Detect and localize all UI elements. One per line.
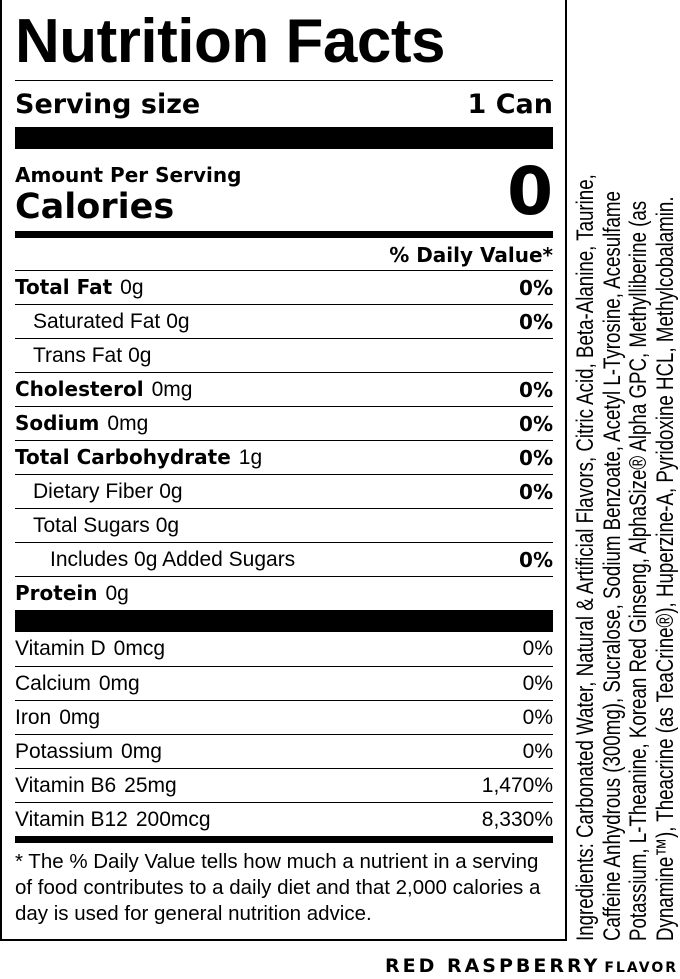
ingredients-line: Ingredients: Carbonated Water, Natural &… xyxy=(572,174,599,941)
ingredients-line: Caffeine Anhydrous (300mg), Sucralose, S… xyxy=(598,191,626,941)
vitamin-amount: 0mg xyxy=(121,739,162,763)
calories-row: Amount Per Serving Calories 0 xyxy=(15,149,553,231)
vitamin-row: Vitamin B6 25mg 1,470% xyxy=(15,768,553,802)
vitamin-amount: 25mg xyxy=(124,773,177,797)
ingredients-panel: Ingredients: Carbonated Water, Natural &… xyxy=(571,38,680,941)
vitamin-row: Vitamin D 0mcg 0% xyxy=(15,632,553,666)
vitamin-name: Iron xyxy=(15,705,52,729)
vitamin-row: Calcium 0mg 0% xyxy=(15,666,553,700)
nutrient-name: Includes 0g Added Sugars xyxy=(50,547,296,571)
vitamin-row: Potassium 0mg 0% xyxy=(15,734,553,768)
nutrient-row: Total Carbohydrate 1g 0% xyxy=(15,440,553,474)
vitamin-amount: 200mcg xyxy=(135,807,211,831)
serving-size-row: Serving size 1 Can xyxy=(15,81,553,127)
divider xyxy=(15,80,553,81)
nutrient-dv: 0% xyxy=(519,479,553,504)
medium-divider xyxy=(15,231,553,238)
vitamin-row: Iron 0mg 0% xyxy=(15,700,553,734)
flavor-label: RED RASPBERRY FLAVOR xyxy=(385,955,678,977)
vitamin-name: Vitamin B12 xyxy=(15,807,128,831)
medium-divider xyxy=(15,836,553,843)
vitamin-list: Vitamin D 0mcg 0% Calcium 0mg 0% Iron 0mg 0% Pota… xyxy=(15,632,553,836)
nutrient-amount: 0g xyxy=(166,309,190,333)
vitamin-dv: 0% xyxy=(522,705,553,729)
nutrient-amount: 0g xyxy=(159,479,183,503)
nutrient-dv: 0% xyxy=(519,275,553,300)
nutrient-dv: 0% xyxy=(519,445,553,470)
vitamin-row: Vitamin B12 200mcg 8,330% xyxy=(15,802,553,836)
nutrient-name: Sodium xyxy=(15,411,100,435)
nutrient-dv: 0% xyxy=(519,377,553,402)
nutrient-amount: 0mg xyxy=(151,378,193,401)
nutrient-name: Saturated Fat xyxy=(33,309,161,333)
serving-size-label: Serving size xyxy=(15,88,201,120)
nutrition-facts-label: Nutrition Facts Serving size 1 Can Amoun… xyxy=(0,0,567,941)
nutrient-name: Trans Fat xyxy=(33,343,123,367)
vitamin-dv: 0% xyxy=(522,671,553,695)
nutrient-dv: 0% xyxy=(519,547,553,572)
nutrient-name: Total Sugars xyxy=(33,513,150,537)
nutrient-name: Cholesterol xyxy=(15,377,144,401)
vitamin-amount: 0mcg xyxy=(113,637,166,660)
nutrient-name: Total Fat xyxy=(15,275,113,299)
nutrient-row: Total Sugars 0g xyxy=(15,508,553,542)
footnote: * The % Daily Value tells how much a nut… xyxy=(15,850,541,925)
nutrient-amount: 0g xyxy=(128,343,152,367)
calories-value: 0 xyxy=(507,153,553,230)
flavor-name: RED RASPBERRY xyxy=(384,955,601,977)
vitamin-dv: 8,330% xyxy=(481,807,553,831)
nutrient-dv: 0% xyxy=(519,309,553,334)
thick-divider xyxy=(15,127,553,149)
serving-size-value: 1 Can xyxy=(467,88,553,120)
calories-label: Calories xyxy=(15,187,175,227)
nutrient-amount: 0g xyxy=(120,276,144,299)
nutrient-row: Saturated Fat 0g 0% xyxy=(15,304,553,338)
nutrient-amount: 0g xyxy=(105,582,129,605)
flavor-suffix: FLAVOR xyxy=(604,960,678,976)
nutrient-row: Sodium 0mg 0% xyxy=(15,406,553,440)
nutrient-amount: 1g xyxy=(238,446,263,469)
vitamin-dv: 1,470% xyxy=(481,773,553,797)
nutrient-name: Total Carbohydrate xyxy=(15,445,231,469)
amount-per-serving: Amount Per Serving xyxy=(15,163,242,187)
vitamin-dv: 0% xyxy=(522,739,553,763)
ingredients-line: Dynamine™), Theacrine (as TeaCrine®), Hu… xyxy=(651,196,679,941)
nutrient-amount: 0mg xyxy=(107,412,149,435)
nutrient-row: Includes 0g Added Sugars 0% xyxy=(15,542,553,576)
nutrient-row: Dietary Fiber 0g 0% xyxy=(15,474,553,508)
vitamin-name: Vitamin D xyxy=(15,637,106,660)
nutrient-row: Trans Fat 0g xyxy=(15,338,553,372)
vitamin-amount: 0mg xyxy=(98,671,140,695)
vitamin-name: Calcium xyxy=(15,671,91,695)
thick-divider xyxy=(15,610,553,632)
nutrient-row: Cholesterol 0mg 0% xyxy=(15,372,553,406)
vitamin-dv: 0% xyxy=(522,637,553,660)
vitamin-amount: 0mg xyxy=(59,705,101,729)
nutrient-name: Protein xyxy=(15,581,98,605)
nutrient-row: Protein 0g xyxy=(15,576,553,610)
nutrient-dv: 0% xyxy=(519,411,553,436)
nutrient-name: Dietary Fiber xyxy=(33,479,154,503)
daily-value-header: % Daily Value* xyxy=(389,243,553,267)
vitamin-name: Potassium xyxy=(15,739,114,763)
label-title: Nutrition Facts xyxy=(15,7,445,76)
nutrient-list: Total Fat 0g 0% Saturated Fat 0g 0% Trans Fat 0… xyxy=(15,270,553,610)
nutrient-row: Total Fat 0g 0% xyxy=(15,270,553,304)
nutrient-amount: 0g xyxy=(155,513,180,537)
vitamin-name: Vitamin B6 xyxy=(15,773,117,797)
calories-left: Amount Per Serving Calories xyxy=(15,149,241,231)
ingredients-line: Potassium, L-Theanine, Korean Red Ginsen… xyxy=(625,200,652,941)
